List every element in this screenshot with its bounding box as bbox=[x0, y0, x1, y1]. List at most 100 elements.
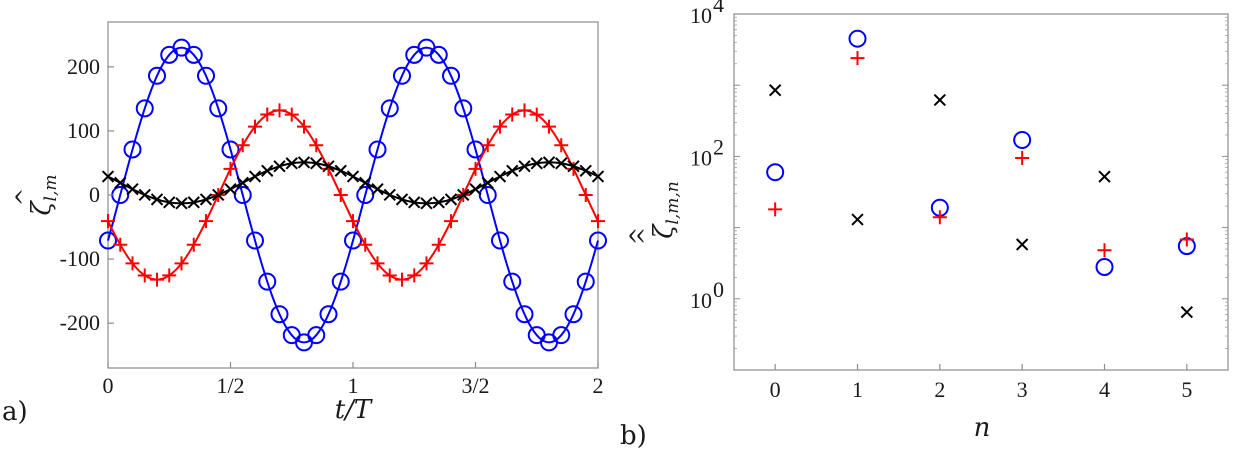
panel-b-xtick-label: 0 bbox=[770, 377, 781, 402]
circle-series-point bbox=[442, 66, 460, 85]
cross-series-point bbox=[101, 170, 115, 183]
panel-b-xtick-label: 2 bbox=[934, 377, 945, 402]
circle-series-point bbox=[356, 186, 375, 205]
cross-series-point bbox=[224, 182, 237, 196]
plus-series-point bbox=[407, 268, 422, 283]
plus-series-point bbox=[186, 237, 201, 252]
plus-series-point bbox=[162, 268, 177, 283]
circle-series-point bbox=[491, 231, 509, 250]
circle-series-point bbox=[429, 45, 448, 64]
cross-series-point bbox=[273, 160, 286, 173]
circle-series-point bbox=[564, 305, 583, 324]
plus-series-point bbox=[346, 214, 360, 229]
plus-series-point bbox=[480, 138, 495, 153]
plus-series-point bbox=[517, 103, 532, 118]
plus-series-point bbox=[297, 119, 311, 134]
circle-series-point bbox=[331, 272, 350, 291]
cross-series-point bbox=[768, 84, 782, 97]
circle-series-point bbox=[478, 185, 497, 204]
plus-series-point bbox=[932, 210, 947, 225]
cross-series-point bbox=[114, 176, 127, 189]
panel-a-label: a) bbox=[2, 397, 28, 427]
cross-series-point bbox=[236, 176, 249, 189]
cross-series-point bbox=[408, 196, 421, 209]
plus-series-point bbox=[566, 161, 581, 176]
cross-series-point bbox=[579, 164, 592, 177]
plus-series-point bbox=[223, 161, 238, 176]
plus-series-point bbox=[542, 119, 556, 134]
cross-series-point bbox=[297, 156, 311, 169]
panel-a-ytick-label: 200 bbox=[67, 54, 100, 79]
plus-series-point bbox=[113, 237, 128, 252]
cross-series-point bbox=[542, 156, 556, 169]
plus-series-line bbox=[107, 109, 599, 281]
plus-series-point bbox=[431, 237, 446, 252]
plus-series-point bbox=[1097, 243, 1112, 258]
panel-b-ytick-exp: 4 bbox=[713, 0, 724, 17]
circle-series-point bbox=[766, 163, 785, 182]
cross-series-point bbox=[248, 170, 262, 183]
svg-text:ζl,m,n: ζl,m,n bbox=[649, 181, 683, 238]
panel-a-xtick-label: 2 bbox=[593, 373, 604, 398]
cross-series-point bbox=[199, 193, 213, 206]
panel-a-ylabel-main: ζ bbox=[27, 200, 57, 216]
circle-series-point bbox=[184, 45, 203, 64]
panel-b-ytick-label: 10 bbox=[690, 3, 712, 28]
circle-series-point bbox=[221, 140, 240, 159]
panel-b-ylabel-hat: ^ bbox=[635, 227, 660, 245]
cross-series-point bbox=[212, 188, 225, 202]
circle-series-point bbox=[307, 326, 326, 345]
cross-series-point bbox=[322, 160, 335, 173]
cross-series-point bbox=[851, 213, 864, 226]
cross-series-point bbox=[420, 197, 433, 210]
panel-b-ytick-base: 10 bbox=[690, 3, 712, 28]
circle-series-point bbox=[1013, 130, 1032, 149]
cross-series-point bbox=[469, 182, 482, 196]
panel-a-ytick-label: 0 bbox=[89, 182, 100, 207]
panel-b-ytick-label: 10 bbox=[690, 288, 712, 313]
circle-series-point bbox=[319, 305, 338, 324]
cross-series-point bbox=[334, 164, 347, 177]
plus-series-point bbox=[272, 103, 287, 118]
plus-series-point bbox=[591, 214, 605, 229]
circle-series-point bbox=[209, 99, 228, 118]
cross-series-point bbox=[346, 170, 360, 183]
circle-series-point bbox=[454, 99, 473, 118]
plus-series-point bbox=[768, 202, 783, 217]
plus-series-point bbox=[395, 272, 409, 287]
plus-series-point bbox=[235, 138, 250, 153]
plus-series-point bbox=[382, 268, 397, 283]
panel-a-xlabel: t/T bbox=[335, 395, 373, 425]
panel-a-xtick-label: 3/2 bbox=[461, 373, 489, 398]
cross-series-point bbox=[518, 160, 531, 173]
panel-a-series bbox=[99, 38, 607, 352]
circle-series-point bbox=[848, 29, 867, 48]
circle-series-point bbox=[197, 66, 215, 85]
circle-series-point bbox=[576, 272, 595, 291]
cross-series-point bbox=[371, 182, 384, 196]
panel-b-frame bbox=[733, 13, 1229, 371]
cross-series-point bbox=[285, 157, 298, 170]
cross-series-point bbox=[506, 164, 519, 177]
cross-series-point bbox=[432, 196, 445, 209]
plus-series-point bbox=[1179, 232, 1194, 247]
cross-series-point bbox=[187, 196, 200, 209]
plus-series-point bbox=[137, 268, 152, 283]
plus-series-point bbox=[101, 214, 115, 229]
circle-series-point bbox=[552, 326, 571, 345]
circle-series-point bbox=[344, 231, 362, 250]
plus-series-point bbox=[468, 161, 483, 176]
cross-series-point bbox=[175, 197, 188, 210]
plus-series-point bbox=[1015, 150, 1030, 165]
cross-series-point bbox=[138, 188, 151, 202]
circle-series-point bbox=[466, 140, 485, 159]
plus-series-point bbox=[199, 214, 213, 229]
circle-series-point bbox=[515, 305, 534, 324]
panel-b-ytick-label: 10 bbox=[690, 145, 712, 170]
plus-series-point bbox=[321, 161, 336, 176]
plus-series-point bbox=[370, 256, 385, 271]
circle-series-point bbox=[380, 99, 399, 118]
plus-series-point bbox=[529, 107, 544, 122]
cross-series-point bbox=[591, 170, 605, 183]
panel-b-ylabel-hat2: ^ bbox=[627, 227, 652, 245]
